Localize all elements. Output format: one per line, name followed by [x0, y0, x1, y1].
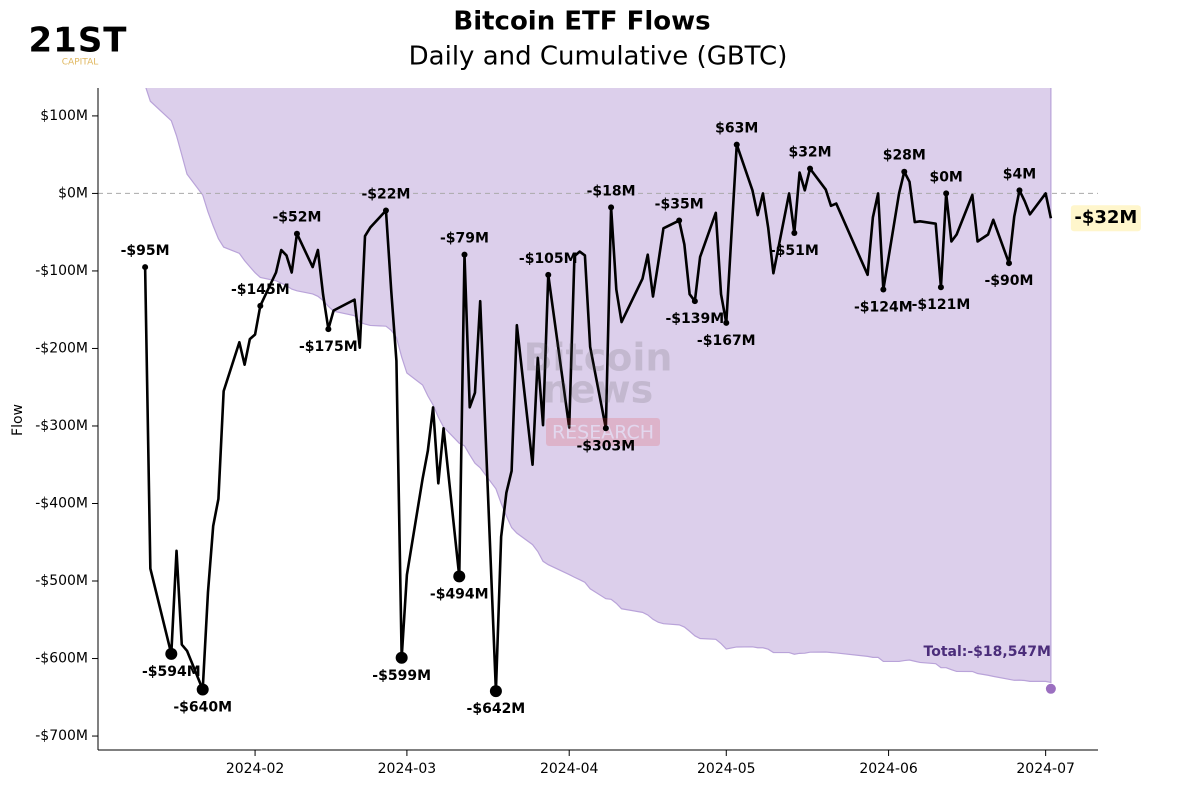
x-tick-label: 2024-04: [540, 761, 599, 777]
chart-subtitle: Daily and Cumulative (GBTC): [409, 42, 788, 72]
y-tick-label: -$200M: [35, 340, 88, 356]
point-marker: [165, 647, 178, 660]
point-marker: [545, 271, 552, 278]
point-marker: [453, 570, 466, 583]
point-marker: [1016, 187, 1023, 194]
point-marker: [691, 298, 698, 305]
data-label: -$175M: [299, 339, 358, 355]
data-label: -$145M: [231, 282, 290, 298]
data-label: -$139M: [665, 311, 724, 327]
data-label: $0M: [929, 169, 962, 185]
point-marker: [257, 302, 264, 309]
x-tick-label: 2024-07: [1016, 761, 1075, 777]
y-tick-label: -$300M: [35, 418, 88, 434]
data-label: -$18M: [587, 183, 636, 199]
data-label: -$121M: [912, 297, 971, 313]
data-label: -$51M: [770, 243, 819, 259]
data-label: -$594M: [142, 664, 201, 680]
data-label: $4M: [1003, 166, 1036, 182]
data-label: -$494M: [430, 586, 489, 602]
y-axis-label: Flow: [10, 404, 26, 436]
data-label: -$90M: [985, 273, 1034, 289]
point-marker: [293, 230, 300, 237]
point-marker: [676, 217, 683, 224]
logo-tagline: CAPITAL: [62, 58, 99, 68]
y-tick-label: -$100M: [35, 263, 88, 279]
watermark-badge-text: RESEARCH: [552, 422, 654, 444]
watermark-badge: [546, 418, 660, 446]
y-tick-label: -$500M: [35, 573, 88, 589]
point-marker: [901, 168, 908, 175]
y-tick-label: -$600M: [35, 651, 88, 667]
chart-title: Bitcoin ETF Flows: [453, 7, 710, 37]
data-label: $28M: [883, 148, 926, 164]
point-marker: [880, 286, 887, 293]
point-marker: [196, 683, 209, 696]
point-marker: [723, 319, 730, 326]
latest-value-box: [1070, 205, 1141, 232]
point-marker: [395, 651, 408, 664]
watermark-text: news: [543, 368, 654, 412]
data-label: -$105M: [519, 251, 578, 267]
x-tick-label: 2024-05: [697, 761, 756, 777]
data-label: -$303M: [576, 438, 635, 454]
data-label: -$167M: [697, 333, 756, 349]
data-label: $63M: [715, 121, 758, 137]
point-marker: [791, 229, 798, 236]
latest-value: -$32M: [1070, 205, 1141, 232]
data-label: -$22M: [361, 186, 410, 202]
data-label: -$52M: [272, 210, 321, 226]
total-label: Total:-$18,547M: [924, 644, 1051, 660]
data-label: -$124M: [854, 300, 913, 316]
point-marker: [602, 425, 609, 432]
point-marker: [142, 264, 149, 271]
latest-value-label: -$32M: [1074, 207, 1137, 228]
watermark: Bitcoin news RESEARCH: [524, 336, 673, 446]
point-marker: [1005, 260, 1012, 267]
data-label: -$35M: [655, 197, 704, 213]
x-tick-label: 2024-06: [859, 761, 918, 777]
x-tick-label: 2024-03: [378, 761, 437, 777]
point-marker: [943, 190, 950, 197]
y-tick-label: -$400M: [35, 495, 88, 511]
point-marker: [937, 284, 944, 291]
point-marker: [807, 165, 814, 172]
data-label: -$95M: [121, 243, 170, 259]
data-label: $32M: [788, 145, 831, 161]
y-tick-label: $0M: [58, 185, 88, 201]
point-marker: [733, 141, 740, 148]
point-marker: [325, 326, 332, 333]
point-marker: [608, 204, 615, 211]
watermark-text: Bitcoin: [524, 336, 673, 380]
data-label: -$79M: [440, 231, 489, 247]
data-label: -$640M: [173, 700, 232, 716]
data-label: -$599M: [372, 668, 431, 684]
data-label: -$642M: [467, 701, 526, 717]
point-marker: [382, 207, 389, 214]
y-tick-label: -$700M: [35, 728, 88, 744]
point-marker: [489, 685, 502, 698]
total-marker: [1045, 683, 1056, 694]
x-tick-label: 2024-02: [226, 761, 285, 777]
y-tick-label: $100M: [40, 108, 88, 124]
logo: 21ST: [29, 21, 128, 61]
point-marker: [461, 251, 468, 258]
